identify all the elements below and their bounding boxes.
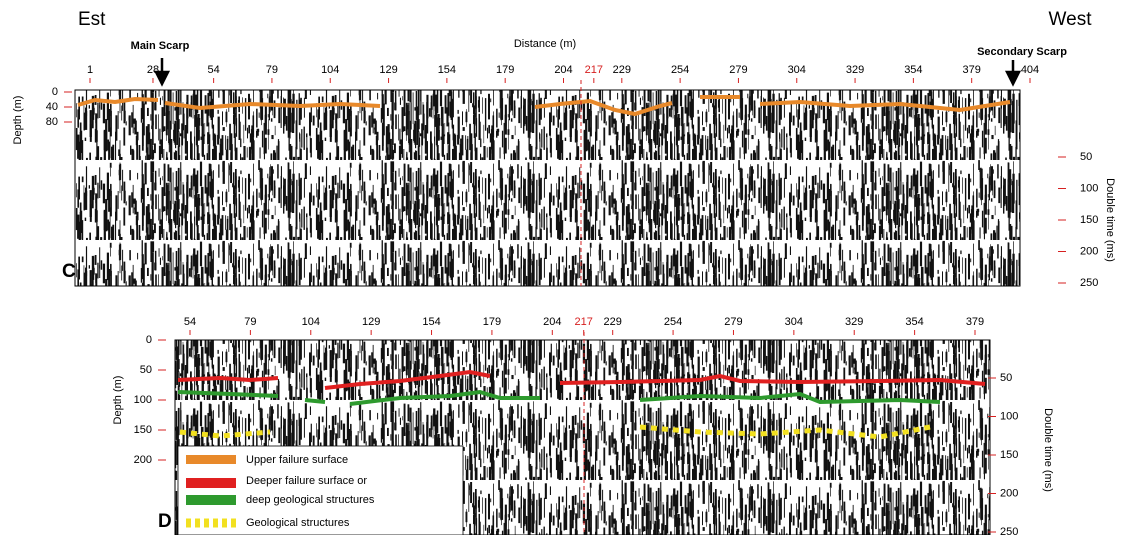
horizon [164, 101, 381, 111]
y-tick-label: 200 [1000, 487, 1018, 499]
horizon [177, 390, 279, 398]
x-label: Distance (m) [514, 38, 576, 50]
x-tick-label: 154 [438, 64, 456, 76]
x-tick-label: 1 [87, 64, 93, 76]
y-tick-label: 80 [46, 116, 58, 128]
interpretation [77, 80, 1011, 535]
x-tick-label: 379 [966, 316, 984, 328]
x-tick-label: 354 [905, 316, 923, 328]
x-tick-label: 79 [266, 64, 278, 76]
horizon [559, 373, 986, 386]
y-tick-label: 0 [52, 86, 58, 98]
radargram-c [74, 89, 1021, 287]
y-tick-label: 100 [1000, 410, 1018, 422]
x-tick-label: 304 [788, 64, 806, 76]
horizon [179, 429, 271, 439]
x-tick-label: 254 [664, 316, 682, 328]
x-tick-label: 329 [845, 316, 863, 328]
panel-label: D [158, 511, 172, 532]
x-tick-label: 279 [729, 64, 747, 76]
y-tick-label: 200 [1080, 245, 1098, 257]
horizon [349, 389, 540, 406]
x-tick-label: 129 [362, 316, 380, 328]
horizon [177, 375, 279, 383]
x-tick-label: 217 [585, 64, 603, 76]
horizon [324, 369, 491, 390]
x-tick-label: 304 [785, 316, 803, 328]
arrow [153, 58, 171, 87]
x-tick-label: 54 [207, 64, 219, 76]
x-tick-label: 179 [483, 316, 501, 328]
y-tick-label: 100 [1080, 182, 1098, 194]
x-tick-label: 28 [147, 64, 159, 76]
x-tick-label: 154 [422, 316, 440, 328]
legend-label: Upper failure surface [246, 454, 348, 466]
y-tick-label: 150 [1000, 449, 1018, 461]
panel-label: C [62, 261, 76, 282]
legend: Upper failure surface Deeper failure sur… [177, 445, 464, 535]
x-tick-label: 79 [244, 316, 256, 328]
x-tick-label: 104 [321, 64, 339, 76]
horizon [304, 398, 326, 404]
y-tick-label: 50 [1080, 151, 1092, 163]
y-tick-label: 250 [1000, 526, 1018, 535]
y-tick-label: 150 [134, 424, 152, 436]
horizon [639, 391, 941, 405]
y-tick-label: 200 [134, 454, 152, 466]
x-tick-label: 279 [724, 316, 742, 328]
x-tick-label: 129 [379, 64, 397, 76]
y2-label: Double time (ms) [1042, 408, 1054, 492]
y-tick-label: 0 [146, 334, 152, 346]
x-tick-label: 254 [671, 64, 689, 76]
secondary-scarp: Secondary Scarp [977, 46, 1067, 58]
x-tick-label: 354 [904, 64, 922, 76]
right-title: West [1049, 9, 1093, 30]
x-tick-label: 229 [613, 64, 631, 76]
legend-swatch [186, 455, 236, 464]
legend-label: deep geological structures [246, 494, 375, 506]
legend-swatch [186, 478, 236, 488]
left-title: Est [78, 9, 106, 30]
legend-label: Deeper failure surface or [246, 475, 367, 487]
y-tick-label: 50 [1000, 372, 1012, 384]
y-tick-label: 150 [1080, 214, 1098, 226]
y2-label: Double time (ms) [1104, 178, 1116, 262]
horizon [534, 98, 673, 117]
x-tick-label: 404 [1021, 64, 1039, 76]
horizon [77, 96, 159, 107]
x-tick-label: 179 [496, 64, 514, 76]
legend-label: Geological structures [246, 517, 350, 529]
x-tick-label: 54 [184, 316, 196, 328]
y-label: Depth (m) [112, 376, 124, 425]
y-tick-label: 50 [140, 364, 152, 376]
x-tick-label: 329 [846, 64, 864, 76]
arrow [1004, 60, 1022, 87]
y-label: Depth (m) [12, 96, 24, 145]
horizon [759, 99, 1011, 113]
x-tick-label: 204 [554, 64, 572, 76]
y-tick-label: 250 [1080, 277, 1098, 289]
legend-swatch [186, 495, 236, 505]
x-tick-label: 217 [575, 316, 593, 328]
y-tick-label: 100 [134, 394, 152, 406]
main-scarp: Main Scarp [131, 40, 190, 52]
x-tick-label: 204 [543, 316, 561, 328]
x-tick-label: 379 [963, 64, 981, 76]
y-tick-label: 40 [46, 101, 58, 113]
x-tick-label: 104 [302, 316, 320, 328]
x-tick-label: 229 [604, 316, 622, 328]
